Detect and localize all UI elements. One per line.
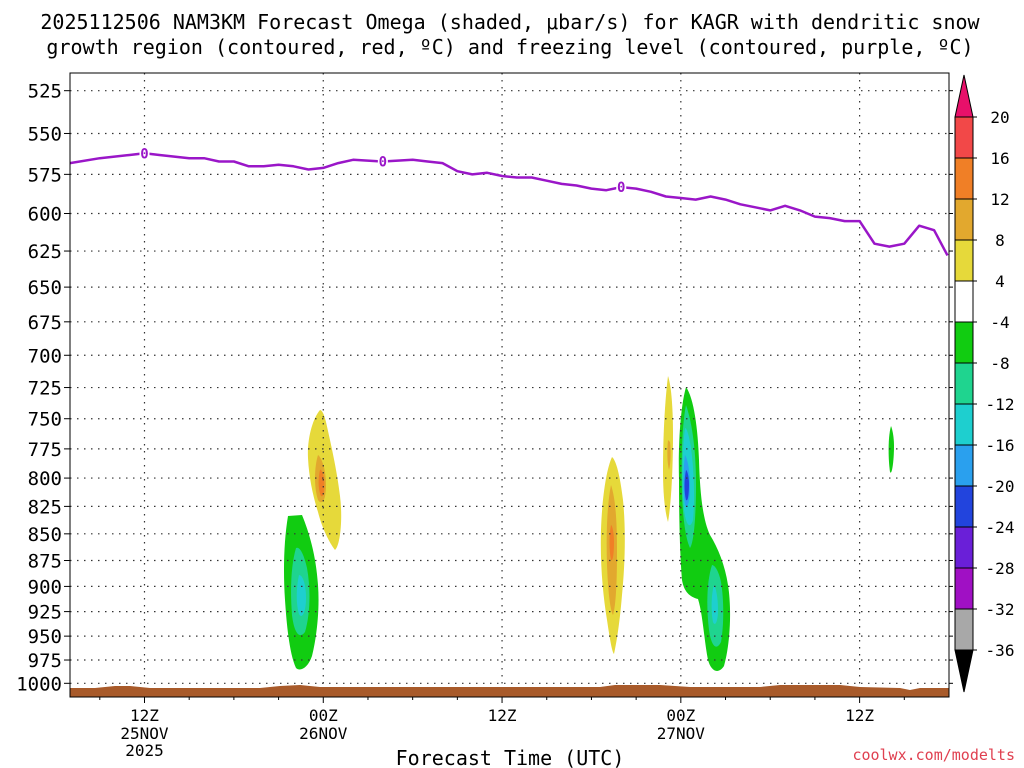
chart-title-line1: 2025112506 NAM3KM Forecast Omega (shaded… bbox=[40, 10, 980, 34]
y-tick-label: 675 bbox=[28, 312, 62, 334]
y-tick-label: 975 bbox=[28, 650, 62, 672]
x-tick-date-label: 25NOV bbox=[120, 724, 169, 743]
colorbar-tick-label: -8 bbox=[990, 354, 1009, 373]
x-tick-label: 12Z bbox=[488, 706, 517, 725]
colorbar-tick-label: -36 bbox=[986, 641, 1015, 660]
colorbar-bin bbox=[954, 157, 974, 200]
y-tick-label: 950 bbox=[28, 626, 62, 648]
y-tick-label: 925 bbox=[28, 602, 62, 624]
colorbar-tick-label: -20 bbox=[986, 477, 1015, 496]
freezing-level-label: 0 bbox=[140, 146, 148, 162]
colorbar-tick-label: -16 bbox=[986, 436, 1015, 455]
y-tick-label: 775 bbox=[28, 439, 62, 461]
colorbar-bin bbox=[954, 116, 974, 159]
y-tick-label: 825 bbox=[28, 496, 62, 518]
colorbar-bin bbox=[954, 321, 974, 364]
y-tick-label: 850 bbox=[28, 524, 62, 546]
credit-text: coolwx.com/modelts bbox=[852, 746, 1015, 764]
freezing-label-bg bbox=[139, 145, 150, 161]
omega-region-descent-26nov-lower bbox=[284, 515, 319, 670]
x-axis-label: Forecast Time (UTC) bbox=[396, 746, 625, 768]
colorbar-tick-label: -4 bbox=[990, 313, 1009, 332]
colorbar-tick-label: -24 bbox=[986, 518, 1015, 537]
colorbar-tick-label: 8 bbox=[995, 231, 1005, 250]
y-tick-label: 725 bbox=[28, 378, 62, 400]
y-tick-label: 525 bbox=[28, 81, 62, 103]
y-tick-label: 875 bbox=[28, 550, 62, 572]
colorbar-tick-label: -12 bbox=[986, 395, 1015, 414]
omega-contour-neg4 bbox=[888, 426, 894, 473]
x-tick-date-label: 27NOV bbox=[657, 724, 706, 743]
omega-shading bbox=[284, 376, 894, 671]
omega-region-descent-27nov-small bbox=[888, 426, 894, 473]
omega-contour-neg12 bbox=[296, 575, 306, 617]
colorbar-bin bbox=[954, 403, 974, 446]
freezing-label-bg bbox=[377, 153, 388, 169]
omega-region-ascent-26nov-upper bbox=[307, 410, 342, 550]
omega-contour-12 bbox=[609, 525, 614, 561]
colorbar-tick-label: 4 bbox=[995, 272, 1005, 291]
colorbar: 20 16 12 8 4 -4 -8 -12 -16 -20 -24 -28 -32 -36 bbox=[954, 74, 1015, 693]
x-tick-year-label: 2025 bbox=[125, 741, 164, 760]
colorbar-bin bbox=[954, 444, 974, 487]
y-axis: 525 550 575 600 625 650 675 700 725 750 775 800 825 8… bbox=[16, 81, 953, 695]
omega-region-ascent-27nov-a bbox=[600, 457, 625, 654]
y-tick-label: 650 bbox=[28, 277, 62, 299]
colorbar-bin bbox=[954, 198, 974, 241]
colorbar-tick-label: 12 bbox=[990, 190, 1009, 209]
chart-title-line2: growth region (contoured, red, ºC) and f… bbox=[46, 35, 973, 59]
freezing-level-label: 0 bbox=[379, 154, 387, 170]
freezing-label-bg bbox=[616, 179, 627, 195]
colorbar-tick-label: 20 bbox=[990, 108, 1009, 127]
omega-region-ascent-27nov-b bbox=[663, 376, 673, 522]
colorbar-bin bbox=[954, 567, 974, 610]
y-tick-label: 575 bbox=[28, 164, 62, 186]
colorbar-bin bbox=[954, 485, 974, 528]
colorbar-top-arrow bbox=[954, 74, 974, 118]
omega-contour-neg20 bbox=[684, 470, 689, 501]
surface-terrain-band bbox=[70, 685, 949, 697]
colorbar-bin bbox=[954, 239, 974, 282]
plot-frame bbox=[69, 72, 950, 698]
y-tick-label: 700 bbox=[28, 345, 62, 367]
y-tick-label: 550 bbox=[28, 123, 62, 145]
freezing-level-line bbox=[69, 152, 949, 256]
x-tick-label: 00Z bbox=[666, 706, 695, 725]
x-tick-label: 12Z bbox=[845, 706, 874, 725]
omega-region-descent-27nov-main bbox=[678, 387, 731, 671]
y-tick-label: 800 bbox=[28, 468, 62, 490]
y-tick-label: 625 bbox=[28, 241, 62, 263]
colorbar-tick-label: -28 bbox=[986, 559, 1015, 578]
x-tick-label: 00Z bbox=[309, 706, 338, 725]
colorbar-bin bbox=[954, 362, 974, 405]
freezing-level-label: 0 bbox=[617, 180, 625, 196]
omega-contour-neg12b bbox=[711, 585, 718, 624]
freezing-level-contour: 0 0 0 bbox=[69, 145, 949, 256]
colorbar-bottom-arrow bbox=[954, 649, 974, 693]
y-tick-label: 1000 bbox=[16, 673, 62, 695]
x-tick-label: 12Z bbox=[130, 706, 159, 725]
colorbar-tick-label: -32 bbox=[986, 600, 1015, 619]
x-tick-date-label: 26NOV bbox=[299, 724, 348, 743]
colorbar-tick-label: 16 bbox=[990, 149, 1009, 168]
y-tick-label: 900 bbox=[28, 576, 62, 598]
plot-area bbox=[70, 73, 949, 697]
y-tick-label: 600 bbox=[28, 203, 62, 225]
omega-contour-12 bbox=[318, 469, 325, 497]
colorbar-bin bbox=[954, 526, 974, 569]
colorbar-bin bbox=[954, 608, 974, 651]
y-tick-label: 750 bbox=[28, 409, 62, 431]
colorbar-bin bbox=[954, 280, 974, 323]
omega-contour-8 bbox=[667, 440, 671, 470]
